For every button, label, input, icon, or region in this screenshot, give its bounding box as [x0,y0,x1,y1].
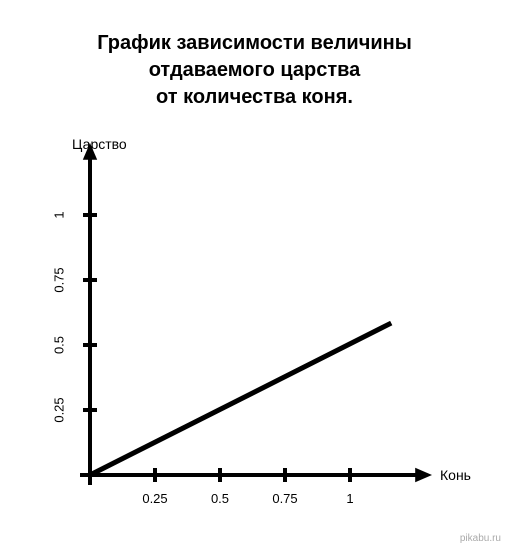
x-tick-label: 1 [346,491,353,506]
x-tick-label: 0.25 [142,491,167,506]
y-tick-label: 0.25 [51,397,66,422]
data-line [90,324,389,475]
x-axis-arrow-icon [415,468,432,482]
watermark: pikabu.ru [460,533,501,544]
y-axis-label: Царство [72,136,127,152]
chart-svg: 0.25 0.5 0.75 1 0.25 0.5 0.75 1 Царство Конь [0,0,509,550]
y-tick-label: 1 [51,211,66,218]
x-tick-label: 0.75 [272,491,297,506]
y-tick-label: 0.75 [51,267,66,292]
x-tick-label: 0.5 [211,491,229,506]
x-axis-label: Конь [440,467,471,483]
y-tick-label: 0.5 [51,336,66,354]
